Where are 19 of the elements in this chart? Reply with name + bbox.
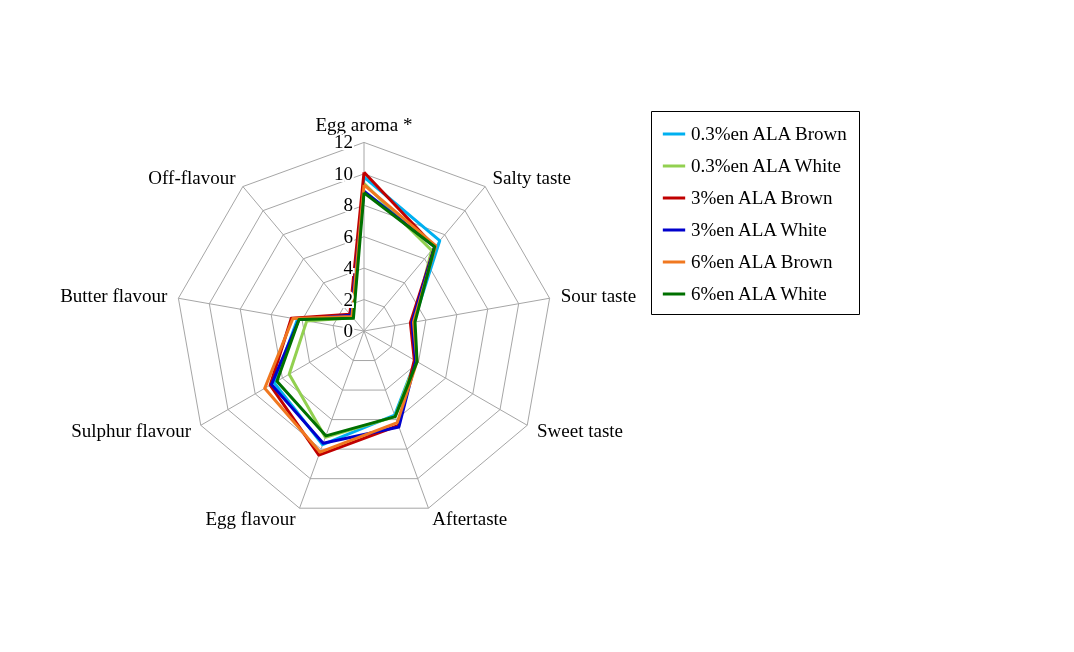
y-tick-label: 0 bbox=[343, 320, 354, 341]
y-tick-label: 8 bbox=[343, 194, 354, 216]
spoke-label: Butter flavour bbox=[60, 285, 168, 307]
legend-label: 3%en ALA White bbox=[691, 219, 827, 240]
legend-label: 6%en ALA Brown bbox=[691, 251, 833, 272]
y-tick-label: 6 bbox=[343, 225, 354, 247]
spoke-label: Egg flavour bbox=[205, 507, 297, 529]
spoke-label: Salty taste bbox=[492, 166, 572, 188]
y-tick-label: 10 bbox=[334, 162, 354, 184]
spoke-label: Sour taste bbox=[560, 285, 637, 307]
spoke-label: Sweet taste bbox=[537, 419, 624, 441]
spoke-label: Aftertaste bbox=[432, 507, 508, 529]
legend-label: 3%en ALA Brown bbox=[691, 187, 833, 208]
y-tick-label: 4 bbox=[343, 257, 354, 279]
spoke-label: Sulphur flavour bbox=[71, 419, 192, 441]
legend-label: 0.3%en ALA Brown bbox=[691, 123, 848, 144]
spoke-label: Off-flavour bbox=[148, 166, 237, 188]
legend-label: 6%en ALA White bbox=[691, 283, 827, 304]
legend-label: 0.3%en ALA White bbox=[691, 155, 842, 176]
